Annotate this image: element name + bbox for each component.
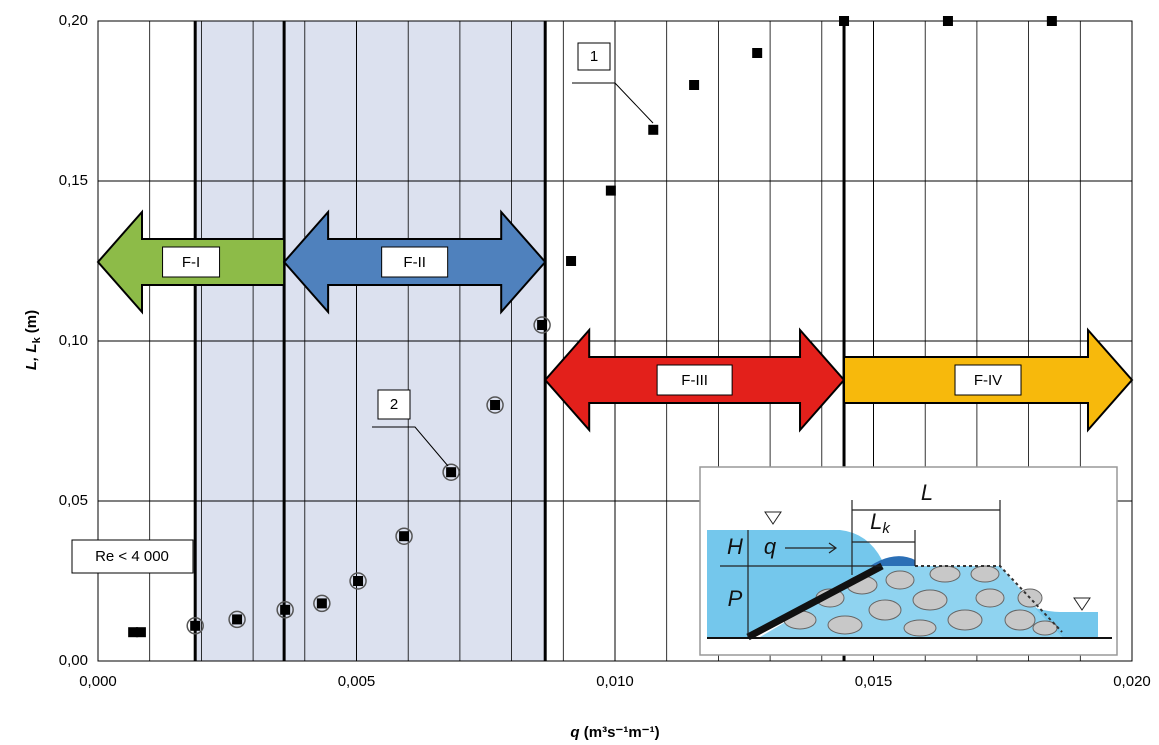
annotation-text: Re < 4 000 (95, 548, 169, 565)
data-point (446, 467, 456, 477)
inset-label: q (764, 534, 777, 559)
data-point (280, 605, 290, 615)
y-tick-label: 0,20 (59, 12, 88, 29)
data-point (317, 598, 327, 608)
data-point (537, 320, 547, 330)
data-point (190, 621, 200, 631)
data-point (399, 531, 409, 541)
x-tick-label: 0,005 (338, 673, 376, 690)
inset-label: H (727, 534, 743, 559)
data-point (490, 400, 500, 410)
inset-diagram: L Lk H q P (700, 467, 1117, 655)
x-axis-label: q (m³s⁻¹m⁻¹) (570, 724, 659, 741)
x-tick-label: 0,020 (1113, 673, 1151, 690)
data-point (648, 125, 658, 135)
regime-label: F-III (681, 372, 708, 389)
y-tick-label: 0,10 (59, 332, 88, 349)
regime-label: F-IV (974, 372, 1002, 389)
inset-label: L (921, 480, 933, 505)
data-point (689, 80, 699, 90)
data-point (752, 48, 762, 58)
regime-label: F-I (182, 254, 200, 271)
data-point (136, 627, 146, 637)
y-tick-label: 0,15 (59, 172, 88, 189)
data-point (566, 256, 576, 266)
annotation: Re < 4 000 (72, 540, 193, 573)
annotation-text: 1 (590, 48, 598, 65)
x-tick-label: 0,010 (596, 673, 634, 690)
y-tick-label: 0,05 (59, 492, 88, 509)
data-point (353, 576, 363, 586)
data-point (606, 186, 616, 196)
annotation-text: 2 (390, 396, 398, 413)
data-point (232, 614, 242, 624)
y-axis-label: L, Lk(m) (23, 310, 43, 370)
chart: F-I F-II F-III F-IV L, Lk(m) q (m³s⁻¹m⁻¹) L (0, 0, 1159, 745)
y-tick-label: 0,00 (59, 652, 88, 669)
x-tick-label: 0,000 (79, 673, 117, 690)
x-tick-label: 0,015 (855, 673, 893, 690)
page: {"chart_data": { "type": "scatter", "xla… (0, 0, 1159, 745)
regime-label: F-II (403, 254, 426, 271)
inset-label: P (728, 586, 743, 611)
annotation: 1 (572, 43, 653, 123)
